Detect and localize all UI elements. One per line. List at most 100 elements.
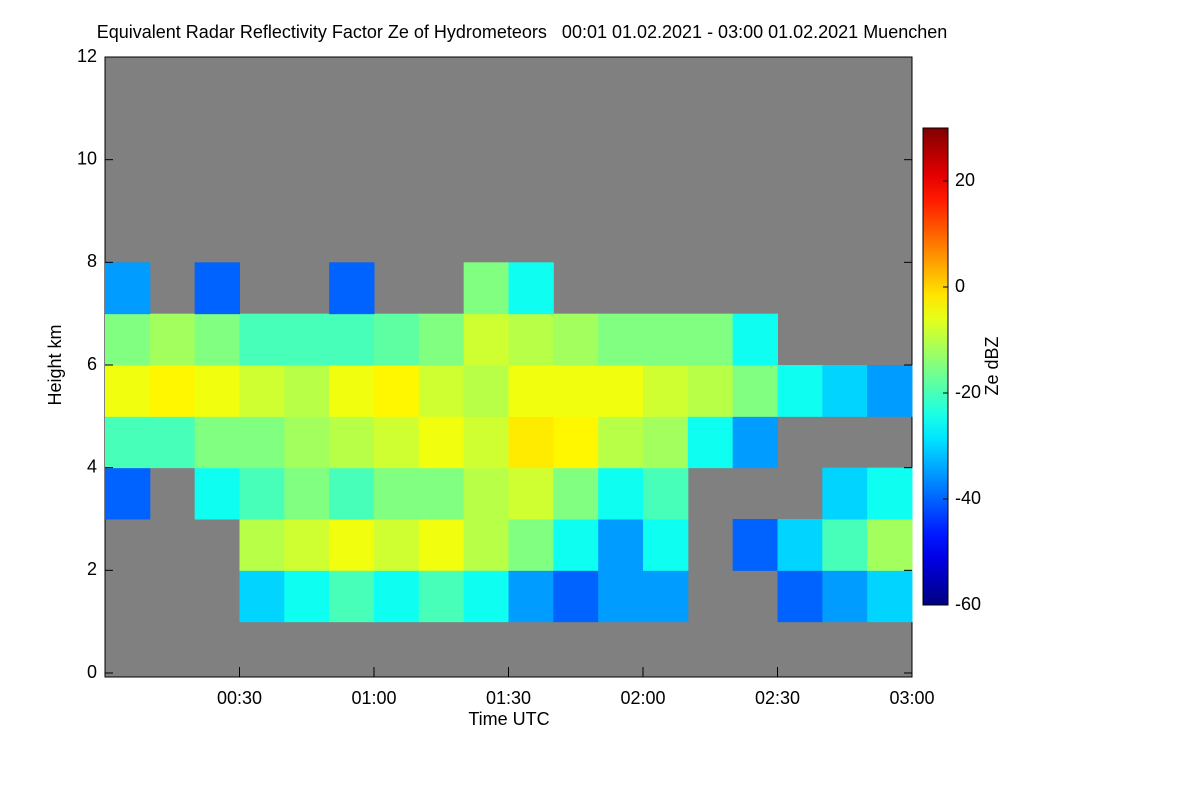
heatmap-cell (284, 313, 330, 366)
heatmap-cell (732, 365, 778, 417)
heatmap-cell (732, 416, 778, 469)
heatmap-cell (598, 570, 644, 623)
heatmap-cell (329, 262, 375, 315)
heatmap-cell (822, 365, 868, 417)
y-tick-label: 10 (77, 148, 97, 168)
chart-title: Equivalent Radar Reflectivity Factor Ze … (97, 22, 948, 42)
heatmap-cell (732, 313, 778, 366)
heatmap-cell (553, 365, 599, 417)
heatmap-cell (598, 313, 644, 366)
heatmap-cell (643, 365, 689, 417)
heatmap-cell (687, 313, 734, 366)
heatmap-cell (105, 365, 151, 417)
heatmap-cell (374, 416, 420, 469)
colorbar-label: Ze dBZ (982, 336, 1002, 395)
heatmap-cell (508, 365, 554, 417)
heatmap-cell (239, 313, 285, 366)
heatmap-cell (732, 519, 778, 571)
heatmap-cell (194, 416, 240, 469)
x-tick-label: 01:30 (486, 688, 531, 708)
heatmap-cell (418, 519, 465, 571)
heatmap-cell (329, 570, 375, 623)
heatmap-cell (239, 365, 285, 417)
heatmap-cell (777, 365, 823, 417)
heatmap-cell (867, 570, 913, 623)
heatmap-cell (194, 313, 240, 366)
heatmap-cell (105, 467, 151, 520)
x-axis-label: Time UTC (468, 709, 549, 729)
heatmap-cell (643, 416, 689, 469)
heatmap-cell (508, 467, 554, 520)
heatmap-cell (822, 570, 868, 623)
heatmap-cell (239, 416, 285, 469)
heatmap-cell (508, 570, 554, 623)
heatmap-cell (284, 365, 330, 417)
heatmap-cell (508, 416, 554, 469)
heatmap-cell (598, 519, 644, 571)
heatmap-cell (463, 365, 509, 417)
heatmap-cell (239, 570, 285, 623)
colorbar-tick-label: -60 (955, 594, 981, 614)
heatmap-cell (463, 416, 509, 469)
heatmap-cell (508, 313, 554, 366)
heatmap-cell (508, 262, 554, 315)
heatmap-cell (329, 313, 375, 366)
heatmap-cell (463, 519, 509, 571)
heatmap-cell (822, 519, 868, 571)
heatmap-cell (418, 416, 465, 469)
heatmap-cell (105, 313, 151, 366)
heatmap-cell (374, 519, 420, 571)
heatmap-cell (463, 313, 509, 366)
heatmap-cell (149, 416, 196, 469)
heatmap-cell (867, 365, 913, 417)
heatmap-cell (822, 467, 868, 520)
heatmap-cell (553, 570, 599, 623)
heatmap-cell (643, 519, 689, 571)
heatmap-cell (463, 262, 509, 315)
heatmap-cell (374, 313, 420, 366)
heatmap-cell (598, 365, 644, 417)
heatmap-cell (329, 467, 375, 520)
heatmap-cell (867, 467, 913, 520)
x-tick-label: 02:00 (620, 688, 665, 708)
heatmap-cell (239, 467, 285, 520)
heatmap-cell (418, 570, 465, 623)
x-tick-label: 01:00 (351, 688, 396, 708)
colorbar (922, 127, 949, 606)
heatmap-cell (598, 467, 644, 520)
colorbar-tick-label: 0 (955, 276, 965, 296)
y-tick-label: 6 (87, 354, 97, 374)
heatmap-cell (643, 467, 689, 520)
x-tick-label: 00:30 (217, 688, 262, 708)
heatmap-cell (284, 416, 330, 469)
heatmap-cell (374, 570, 420, 623)
heatmap-cell (105, 262, 151, 315)
y-tick-label: 12 (77, 46, 97, 66)
x-tick-label: 03:00 (889, 688, 934, 708)
heatmap-cell (284, 519, 330, 571)
heatmap-cell (553, 313, 599, 366)
heatmap-cell (374, 467, 420, 520)
colorbar-tick-label: -40 (955, 488, 981, 508)
heatmap-cell (867, 519, 913, 571)
y-tick-label: 8 (87, 251, 97, 271)
heatmap-cell (553, 519, 599, 571)
heatmap-cell (284, 570, 330, 623)
heatmap-cell (553, 416, 599, 469)
heatmap-cell (418, 313, 465, 366)
heatmap-cell (643, 570, 689, 623)
heatmap-cell (643, 313, 689, 366)
heatmap-cell (553, 467, 599, 520)
heatmap-cell (194, 365, 240, 417)
heatmap-cell (329, 416, 375, 469)
y-tick-label: 2 (87, 559, 97, 579)
heatmap-cell (687, 365, 734, 417)
heatmap-cell (777, 570, 823, 623)
heatmap-cell (149, 313, 196, 366)
colorbar-tick-label: 20 (955, 170, 975, 190)
y-tick-label: 0 (87, 662, 97, 682)
x-tick-label: 02:30 (755, 688, 800, 708)
heatmap-cell (329, 519, 375, 571)
heatmap-cell (194, 262, 240, 315)
